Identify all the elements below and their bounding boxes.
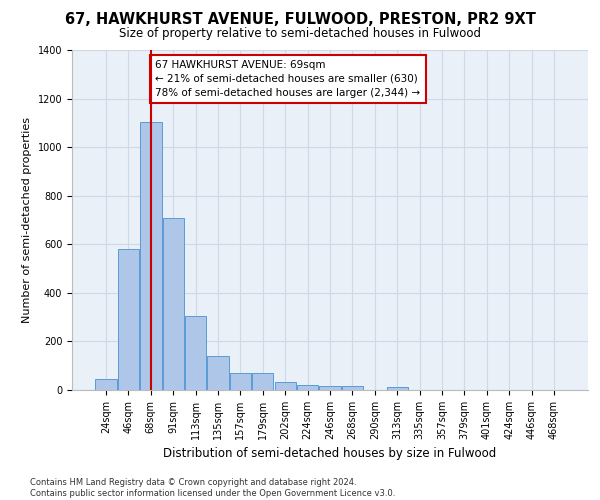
Bar xyxy=(185,316,206,390)
Bar xyxy=(163,218,184,390)
Bar xyxy=(275,382,296,390)
Bar xyxy=(252,374,274,390)
Bar xyxy=(208,356,229,390)
Bar xyxy=(297,384,318,390)
Text: 67, HAWKHURST AVENUE, FULWOOD, PRESTON, PR2 9XT: 67, HAWKHURST AVENUE, FULWOOD, PRESTON, … xyxy=(65,12,535,28)
Text: 67 HAWKHURST AVENUE: 69sqm
← 21% of semi-detached houses are smaller (630)
78% o: 67 HAWKHURST AVENUE: 69sqm ← 21% of semi… xyxy=(155,60,421,98)
Bar xyxy=(95,379,117,390)
X-axis label: Distribution of semi-detached houses by size in Fulwood: Distribution of semi-detached houses by … xyxy=(163,448,497,460)
Bar xyxy=(230,374,251,390)
Y-axis label: Number of semi-detached properties: Number of semi-detached properties xyxy=(22,117,32,323)
Bar xyxy=(140,122,161,390)
Bar xyxy=(386,387,408,390)
Text: Contains HM Land Registry data © Crown copyright and database right 2024.
Contai: Contains HM Land Registry data © Crown c… xyxy=(30,478,395,498)
Bar xyxy=(319,386,341,390)
Bar xyxy=(118,249,139,390)
Bar xyxy=(342,386,363,390)
Text: Size of property relative to semi-detached houses in Fulwood: Size of property relative to semi-detach… xyxy=(119,28,481,40)
